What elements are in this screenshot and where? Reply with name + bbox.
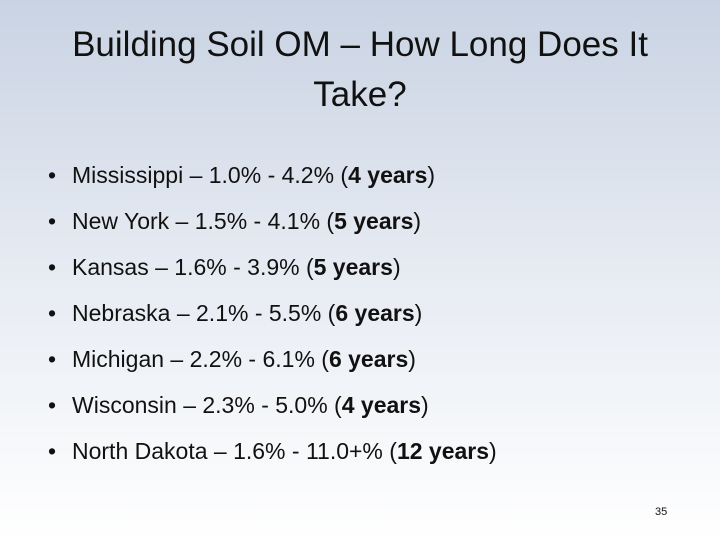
bullet-bold: 12 years: [396, 438, 490, 464]
bullet-item: • North Dakota – 1.6% - 11.0+% (12 years): [48, 428, 497, 474]
bullet-bold: 6 years: [335, 300, 415, 326]
bullet-end: ): [427, 162, 436, 188]
bullet-dot: •: [48, 300, 57, 326]
bullet-dot: •: [48, 162, 57, 188]
bullet-item: • Wisconsin – 2.3% - 5.0% (4 years): [48, 382, 497, 428]
bullet-list: • Mississippi – 1.0% - 4.2% (4 years) • New…: [48, 152, 497, 474]
bullet-text: Mississippi – 1.0% - 4.2% (: [72, 162, 349, 188]
bullet-bold: 4 years: [341, 392, 422, 418]
bullet-end: ): [414, 300, 423, 326]
bullet-text: Wisconsin – 2.3% - 5.0% (: [72, 392, 342, 418]
bullet-bold: 5 years: [334, 208, 414, 234]
bullet-text: North Dakota – 1.6% - 11.0+% (: [72, 438, 397, 464]
bullet-dot: •: [48, 392, 57, 418]
slide-title: Building Soil OM – How Long Does It Take…: [72, 25, 648, 114]
bullet-item: • Mississippi – 1.0% - 4.2% (4 years): [48, 152, 497, 198]
bullet-end: ): [489, 438, 497, 464]
bullet-end: ): [413, 208, 422, 234]
bullet-item: • New York – 1.5% - 4.1% (5 years): [48, 198, 497, 244]
bullet-text: Nebraska – 2.1% - 5.5% (: [72, 300, 336, 326]
bullet-text: New York – 1.5% - 4.1% (: [72, 208, 335, 234]
bullet-item: • Michigan – 2.2% - 6.1% (6 years): [48, 336, 497, 382]
bullet-bold: 5 years: [313, 254, 393, 280]
bullet-end: ): [421, 392, 429, 418]
bullet-text: Kansas – 1.6% - 3.9% (: [72, 254, 314, 280]
bullet-end: ): [392, 254, 401, 280]
bullet-item: • Nebraska – 2.1% - 5.5% (6 years): [48, 290, 497, 336]
bullet-bold: 6 years: [328, 346, 409, 372]
bullet-dot: •: [48, 346, 57, 372]
bullet-text: Michigan – 2.2% - 6.1% (: [72, 346, 329, 372]
bullet-bold: 4 years: [348, 162, 428, 188]
bullet-item: • Kansas – 1.6% - 3.9% (5 years): [48, 244, 497, 290]
bullet-dot: •: [48, 208, 57, 234]
bullet-dot: •: [48, 438, 57, 464]
page-number: 35: [655, 506, 668, 518]
bullet-dot: •: [48, 254, 57, 280]
bullet-end: ): [408, 346, 416, 372]
